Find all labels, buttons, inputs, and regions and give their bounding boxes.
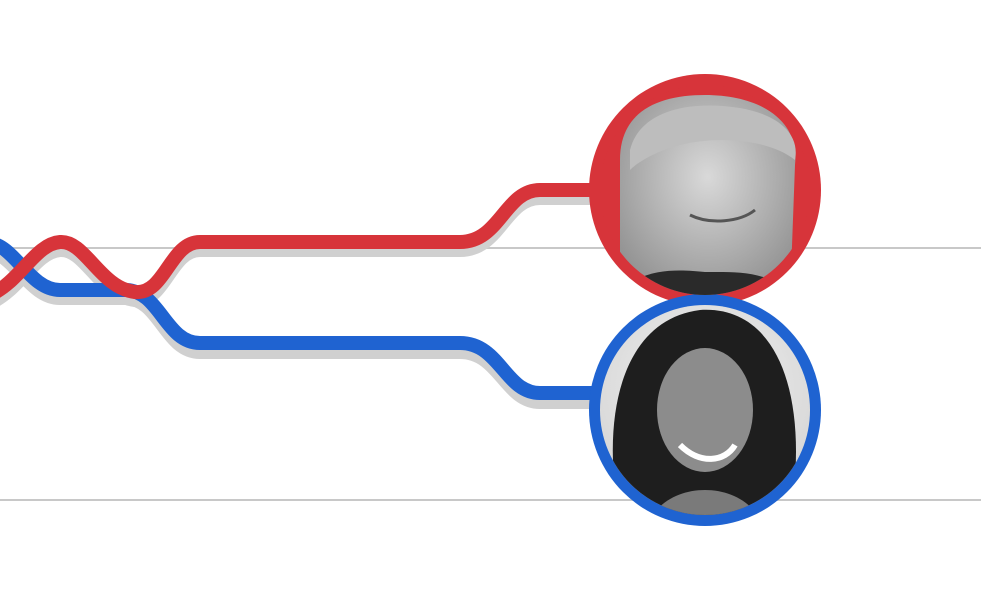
red-line	[0, 183, 617, 299]
blue-portrait	[600, 305, 810, 515]
red-portrait	[600, 85, 810, 295]
